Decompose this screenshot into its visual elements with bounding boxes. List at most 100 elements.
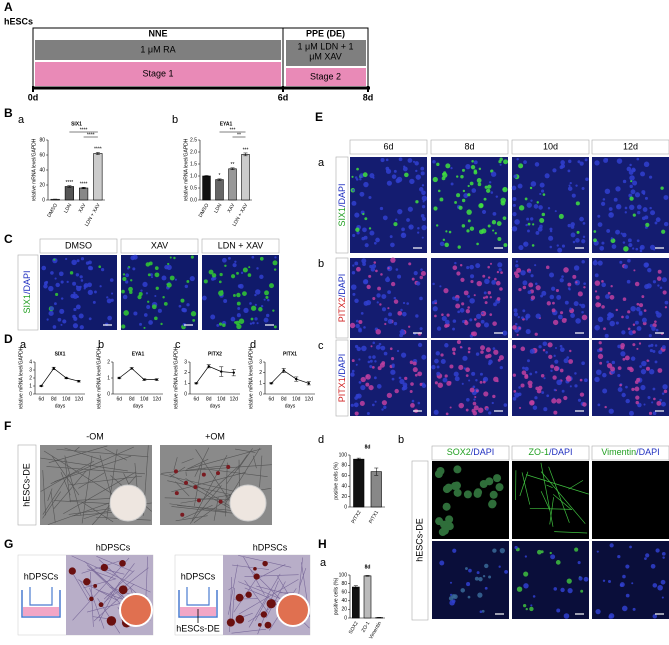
marker-name: PITX2 — [337, 297, 347, 322]
cell-nucleus — [471, 371, 476, 376]
cell-nucleus — [642, 207, 648, 212]
cell-nucleus — [542, 341, 548, 347]
bar — [202, 175, 211, 201]
cell-nucleus — [496, 297, 501, 301]
cell-nucleus — [406, 218, 410, 222]
cell-nucleus — [452, 296, 456, 300]
cell-texture — [72, 557, 130, 621]
cell-nucleus — [375, 344, 381, 350]
line — [270, 370, 309, 384]
significance: **** — [65, 180, 73, 186]
cell-nucleus — [539, 182, 545, 188]
cell-nucleus — [147, 273, 151, 277]
cell-nucleus — [583, 282, 586, 286]
cell-nucleus — [595, 608, 601, 615]
cell-nucleus — [542, 349, 546, 352]
row-label: SIX1/DAPI — [22, 270, 32, 313]
cell-nucleus — [450, 182, 454, 186]
cell-texture — [173, 457, 178, 470]
cell-nucleus — [644, 262, 649, 267]
cell-nucleus — [449, 600, 455, 606]
cell-nucleus — [499, 287, 503, 291]
cell-nucleus — [444, 319, 450, 325]
cell-nucleus — [431, 364, 436, 370]
junction — [540, 471, 586, 524]
mineral-nodule — [262, 560, 268, 567]
point — [40, 384, 43, 388]
cell-nucleus — [83, 287, 86, 290]
cell-texture — [81, 455, 93, 524]
y-tick-label: 2.5 — [190, 137, 197, 143]
column-header-text: XAV — [151, 240, 168, 250]
cell-nucleus — [359, 178, 362, 181]
cell-nucleus — [389, 235, 393, 239]
cell-nucleus — [514, 545, 518, 550]
cell-nucleus — [472, 401, 477, 406]
cell-nucleus — [629, 175, 635, 181]
cell-nucleus — [518, 326, 522, 330]
cell-nucleus — [579, 216, 584, 222]
cell-nucleus — [608, 408, 614, 414]
cell-nucleus — [553, 354, 556, 357]
cell-nucleus — [475, 379, 478, 382]
cell-nucleus — [401, 227, 405, 232]
cell-nucleus — [370, 345, 373, 348]
cell-nucleus — [577, 398, 582, 402]
cell-nucleus — [397, 274, 402, 279]
cell-nucleus — [492, 347, 496, 350]
cell-nucleus — [415, 174, 421, 180]
panel-label: C — [4, 232, 13, 246]
cell-texture — [226, 454, 248, 485]
cell-nucleus — [643, 161, 650, 167]
cell-nucleus — [539, 192, 542, 196]
cell-nucleus — [554, 210, 557, 213]
chart-title: EYA1 — [220, 121, 233, 127]
cell-nucleus — [417, 371, 423, 377]
cell-nucleus — [546, 394, 550, 398]
cell-nucleus — [110, 292, 114, 295]
cell-nucleus — [169, 275, 175, 281]
cell-nucleus — [513, 308, 518, 313]
cell-nucleus — [362, 172, 368, 178]
cell-nucleus — [55, 282, 60, 288]
cell-nucleus — [560, 160, 565, 165]
row-frame — [335, 156, 349, 254]
cell-nucleus — [597, 403, 601, 407]
cell-nucleus — [390, 357, 395, 361]
cell-nucleus — [659, 398, 663, 402]
cell-nucleus — [544, 173, 550, 179]
cell-nucleus — [375, 329, 382, 335]
cell-nucleus — [368, 385, 374, 391]
cell-nucleus — [481, 312, 484, 315]
mineral-nodule — [216, 471, 221, 476]
cell-nucleus — [385, 158, 389, 162]
cell-nucleus — [500, 200, 506, 206]
cell-nucleus — [369, 230, 375, 236]
cell-nucleus — [636, 377, 641, 382]
cell-nucleus — [420, 171, 425, 176]
y-tick-label: 2.0 — [190, 149, 197, 155]
cell-nucleus — [467, 347, 471, 350]
cell-nucleus — [132, 267, 136, 271]
cell-texture — [231, 587, 235, 621]
mineral-nodule — [184, 480, 189, 485]
point — [143, 378, 146, 381]
sub-label: c — [175, 339, 181, 351]
cell-nucleus — [522, 603, 527, 608]
cell-nucleus — [575, 238, 580, 243]
cell-nucleus — [650, 210, 656, 216]
cell-nucleus — [440, 359, 446, 365]
cell-nucleus — [604, 333, 609, 338]
cell-nucleus — [415, 169, 418, 173]
junction — [529, 507, 573, 510]
cell-texture — [235, 448, 256, 453]
bar — [64, 186, 74, 201]
cell-nucleus — [651, 326, 656, 331]
cell-nucleus — [595, 326, 598, 329]
cell-nucleus — [628, 170, 634, 175]
cell-nucleus — [520, 383, 525, 388]
cell-nucleus — [65, 257, 68, 261]
cell-nucleus — [420, 270, 426, 277]
cell-nucleus — [472, 410, 478, 416]
cell-nucleus — [625, 593, 630, 598]
